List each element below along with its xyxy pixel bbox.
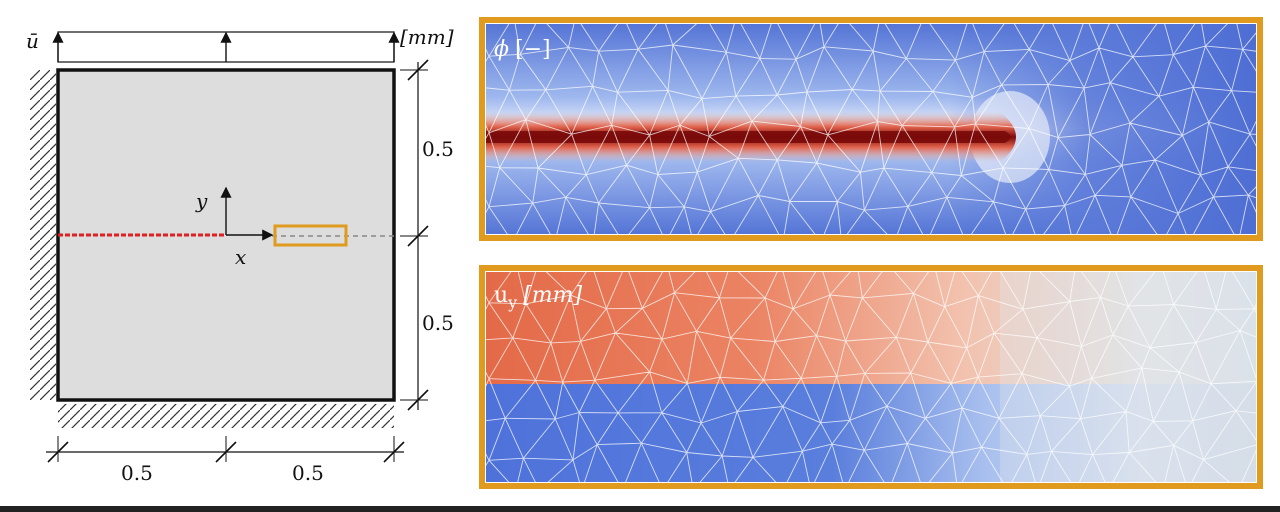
mesh-lines-phase — [486, 24, 1256, 234]
axis-x-label: x — [235, 245, 246, 269]
bottom-rule — [0, 506, 1280, 512]
dim-tick-mid — [407, 225, 429, 247]
dim-right-top: 0.5 — [422, 137, 454, 161]
displacement-label: uy [mm] — [494, 283, 583, 312]
dim-tick-left — [47, 441, 69, 463]
phase-field-panel: ϕ [−] — [479, 17, 1263, 241]
displacement-panel: uy [mm] — [479, 265, 1263, 489]
mesh-lines-displacement — [486, 272, 1256, 482]
left-support-hatch — [30, 70, 56, 400]
zoom-region-box — [273, 224, 348, 247]
unit-label: [mm] — [400, 25, 454, 49]
mesh-path — [486, 24, 1256, 234]
displacement-symbol: u — [494, 283, 508, 308]
displacement-subscript: y — [507, 293, 517, 312]
dim-tick-bottom — [407, 389, 429, 411]
axis-y-label: y — [195, 189, 208, 213]
dim-tick-right — [383, 441, 405, 463]
displacement-unit: [mm] — [523, 283, 582, 308]
dim-tick-center — [215, 441, 237, 463]
mesh-path — [486, 272, 1256, 482]
displacement-frame — [479, 265, 1263, 489]
dim-bottom-left: 0.5 — [121, 461, 153, 485]
load-label: ū — [26, 29, 39, 53]
schematic: ū [mm] y x 0.5 0.5 0.5 0.5 — [26, 25, 454, 485]
phase-field-symbol: ϕ — [494, 37, 509, 62]
phase-field-label: ϕ [−] — [494, 37, 551, 62]
phase-field-frame — [479, 17, 1263, 241]
dim-bottom-right: 0.5 — [292, 461, 324, 485]
dim-tick-top — [407, 59, 429, 81]
phase-field-unit: [−] — [515, 37, 551, 62]
bottom-support-hatch — [58, 404, 394, 428]
dim-right-bottom: 0.5 — [422, 311, 454, 335]
